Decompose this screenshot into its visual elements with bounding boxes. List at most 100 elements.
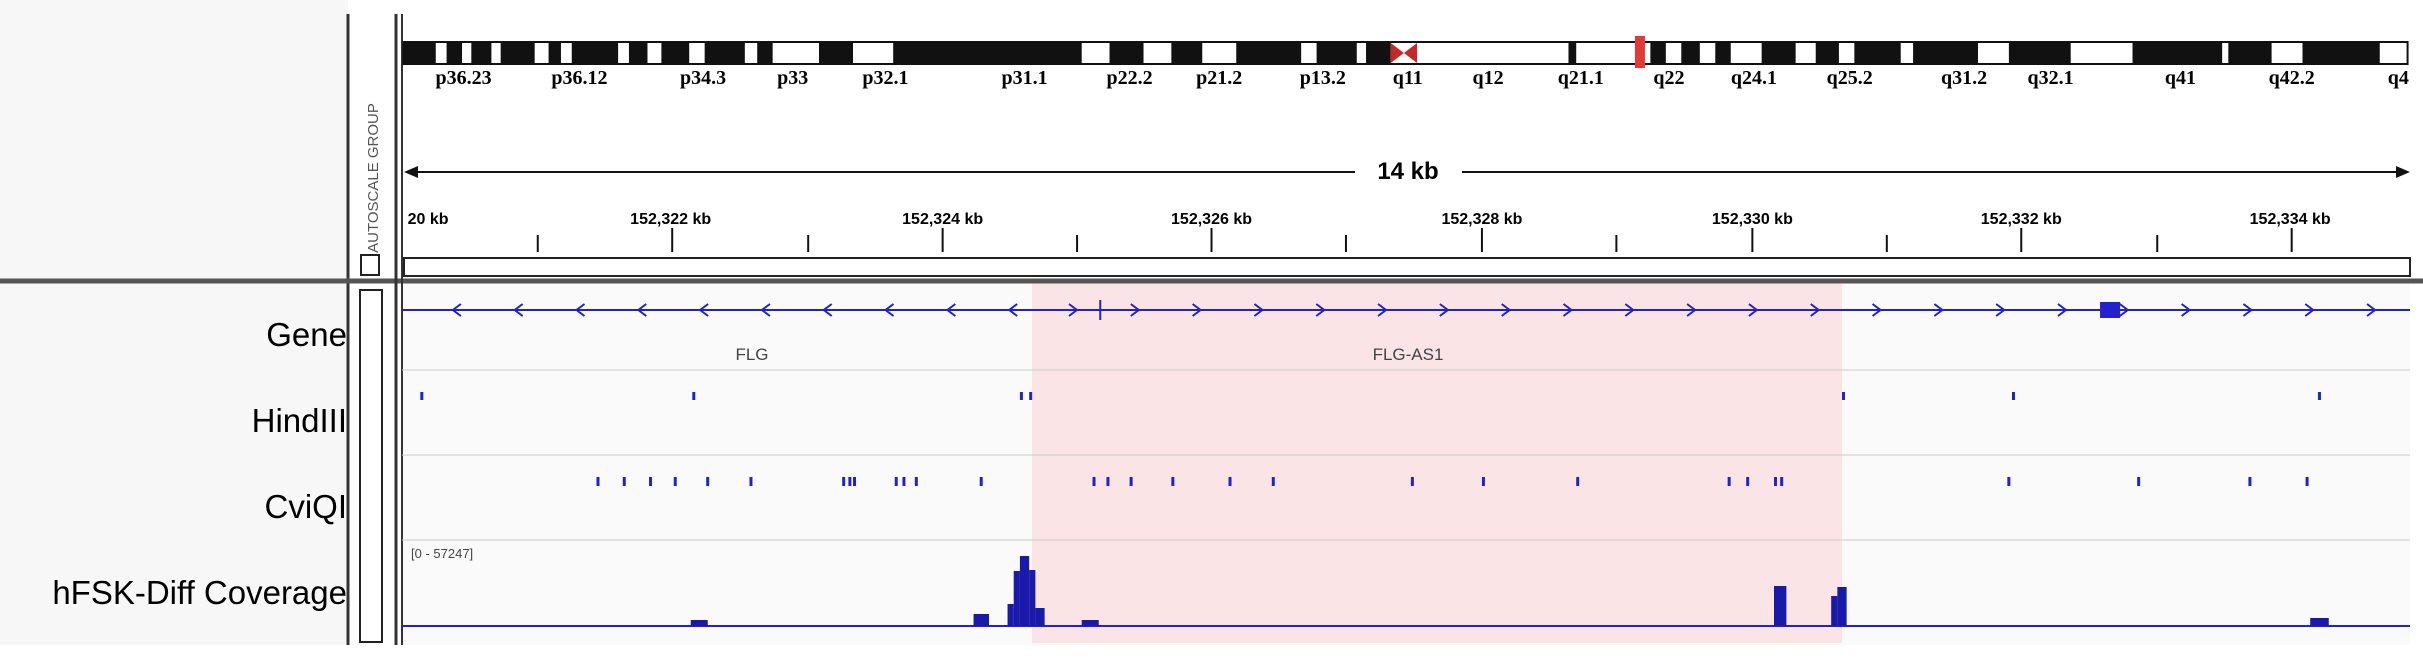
- strand-arrow: [698, 303, 709, 317]
- cytoband: [403, 42, 436, 64]
- strand-arrow: [1501, 303, 1512, 317]
- cytoband-label: p36.23: [436, 67, 492, 89]
- site: [894, 477, 898, 486]
- strand-arrow: [1439, 303, 1450, 317]
- name-panel: [0, 0, 348, 645]
- cytoband-label: q11: [1393, 67, 1423, 89]
- strand-arrow: [822, 303, 833, 317]
- gene-label[interactable]: FLG: [735, 345, 768, 364]
- strand-arrow: [1748, 303, 1759, 317]
- coverage-bar: [1035, 608, 1045, 626]
- site: [706, 477, 710, 486]
- coverage-bar: [1013, 571, 1020, 626]
- site: [2011, 392, 2015, 400]
- site: [1410, 477, 1414, 486]
- track-name[interactable]: Gene: [266, 316, 347, 353]
- cytoband-label: q24.1: [1731, 67, 1777, 89]
- data-range: [0 - 57247]: [411, 546, 473, 561]
- site: [749, 477, 753, 486]
- site: [649, 477, 653, 486]
- strand-arrow: [1007, 303, 1018, 317]
- site: [2007, 477, 2011, 486]
- ruler-label: 152,330 kb: [1712, 211, 1793, 228]
- strand-arrow: [2304, 303, 2315, 317]
- cytoband-label: q32.1: [2028, 67, 2074, 89]
- site: [853, 477, 857, 486]
- cytoband-label: p13.2: [1300, 67, 1346, 89]
- cytoband-label: q21.1: [1558, 67, 1604, 89]
- cytoband: [2228, 42, 2272, 64]
- cytoband: [1316, 42, 1357, 64]
- track-name[interactable]: CviQI: [265, 488, 348, 525]
- cytoband: [571, 42, 619, 64]
- coverage-bar: [2310, 618, 2329, 626]
- site: [596, 477, 600, 486]
- site: [1727, 477, 1731, 486]
- coverage-bar: [973, 614, 989, 626]
- ruler-label: 152,332 kb: [1981, 211, 2062, 228]
- strand-arrow: [1686, 303, 1697, 317]
- cytoband: [2302, 42, 2380, 64]
- site: [1841, 392, 1845, 400]
- ruler-label: 152,324 kb: [902, 211, 983, 228]
- track-name[interactable]: HindIII: [252, 402, 347, 439]
- strand-arrow: [2057, 303, 2068, 317]
- cytoband: [1715, 42, 1731, 64]
- cytoband: [893, 42, 1082, 64]
- cytoband: [757, 42, 773, 64]
- strand-arrow: [2119, 303, 2130, 317]
- coverage-bar: [1029, 570, 1036, 626]
- site: [1576, 477, 1580, 486]
- site: [914, 477, 918, 486]
- track-name[interactable]: hFSK-Diff Coverage: [52, 574, 347, 611]
- cytoband: [1568, 42, 1577, 64]
- strand-arrow: [883, 303, 895, 317]
- site: [1746, 477, 1750, 486]
- strand-arrow: [2181, 303, 2192, 317]
- cytoband: [1913, 42, 1978, 64]
- ruler-label: 152,334 kb: [2250, 211, 2331, 228]
- site: [979, 477, 983, 486]
- strand-arrow: [1192, 303, 1203, 317]
- cytoband: [1171, 42, 1203, 64]
- strand-arrow: [760, 303, 771, 317]
- cytoband-label: q22: [1653, 67, 1684, 89]
- coverage-bar: [1081, 620, 1099, 626]
- strand-arrow: [2242, 303, 2254, 317]
- strand-arrow: [1933, 303, 1945, 317]
- autoscale-box[interactable]: [360, 254, 380, 276]
- strand-arrow: [1871, 303, 1883, 317]
- cytoband: [2008, 42, 2071, 64]
- cytoband: [471, 42, 492, 64]
- coverage-bar: [690, 620, 708, 626]
- coverage-bar: [1019, 556, 1030, 626]
- cytoband-label: q41: [2165, 67, 2196, 89]
- attribute-column: [359, 289, 383, 643]
- site: [1092, 477, 1096, 486]
- cytoband-label: q31.2: [1941, 67, 1987, 89]
- cytoband-label: p36.12: [551, 67, 607, 89]
- site: [2317, 392, 2321, 400]
- cytoband-label: p32.1: [862, 67, 908, 89]
- site: [1029, 392, 1033, 400]
- site: [1228, 477, 1232, 486]
- strand-arrow: [1315, 303, 1326, 317]
- cytoband: [704, 42, 745, 64]
- cytoband: [1815, 42, 1839, 64]
- cytoband-label: q42.2: [2269, 67, 2315, 89]
- site: [692, 392, 696, 400]
- cytoband: [1854, 42, 1901, 64]
- site: [420, 392, 424, 400]
- gene-label[interactable]: FLG-AS1: [1373, 345, 1444, 364]
- region-of-interest[interactable]: [1032, 283, 1842, 643]
- strand-arrow: [636, 303, 647, 317]
- coverage-bar: [1831, 596, 1838, 626]
- strand-arrow: [1810, 303, 1821, 317]
- autoscale-label: AUTOSCALE GROUP: [365, 103, 382, 253]
- coverage-bar: [1007, 604, 1014, 626]
- cytoband: [628, 42, 648, 64]
- cytoband-label: p34.3: [680, 67, 726, 89]
- site: [673, 477, 677, 486]
- cytoband: [1681, 42, 1700, 64]
